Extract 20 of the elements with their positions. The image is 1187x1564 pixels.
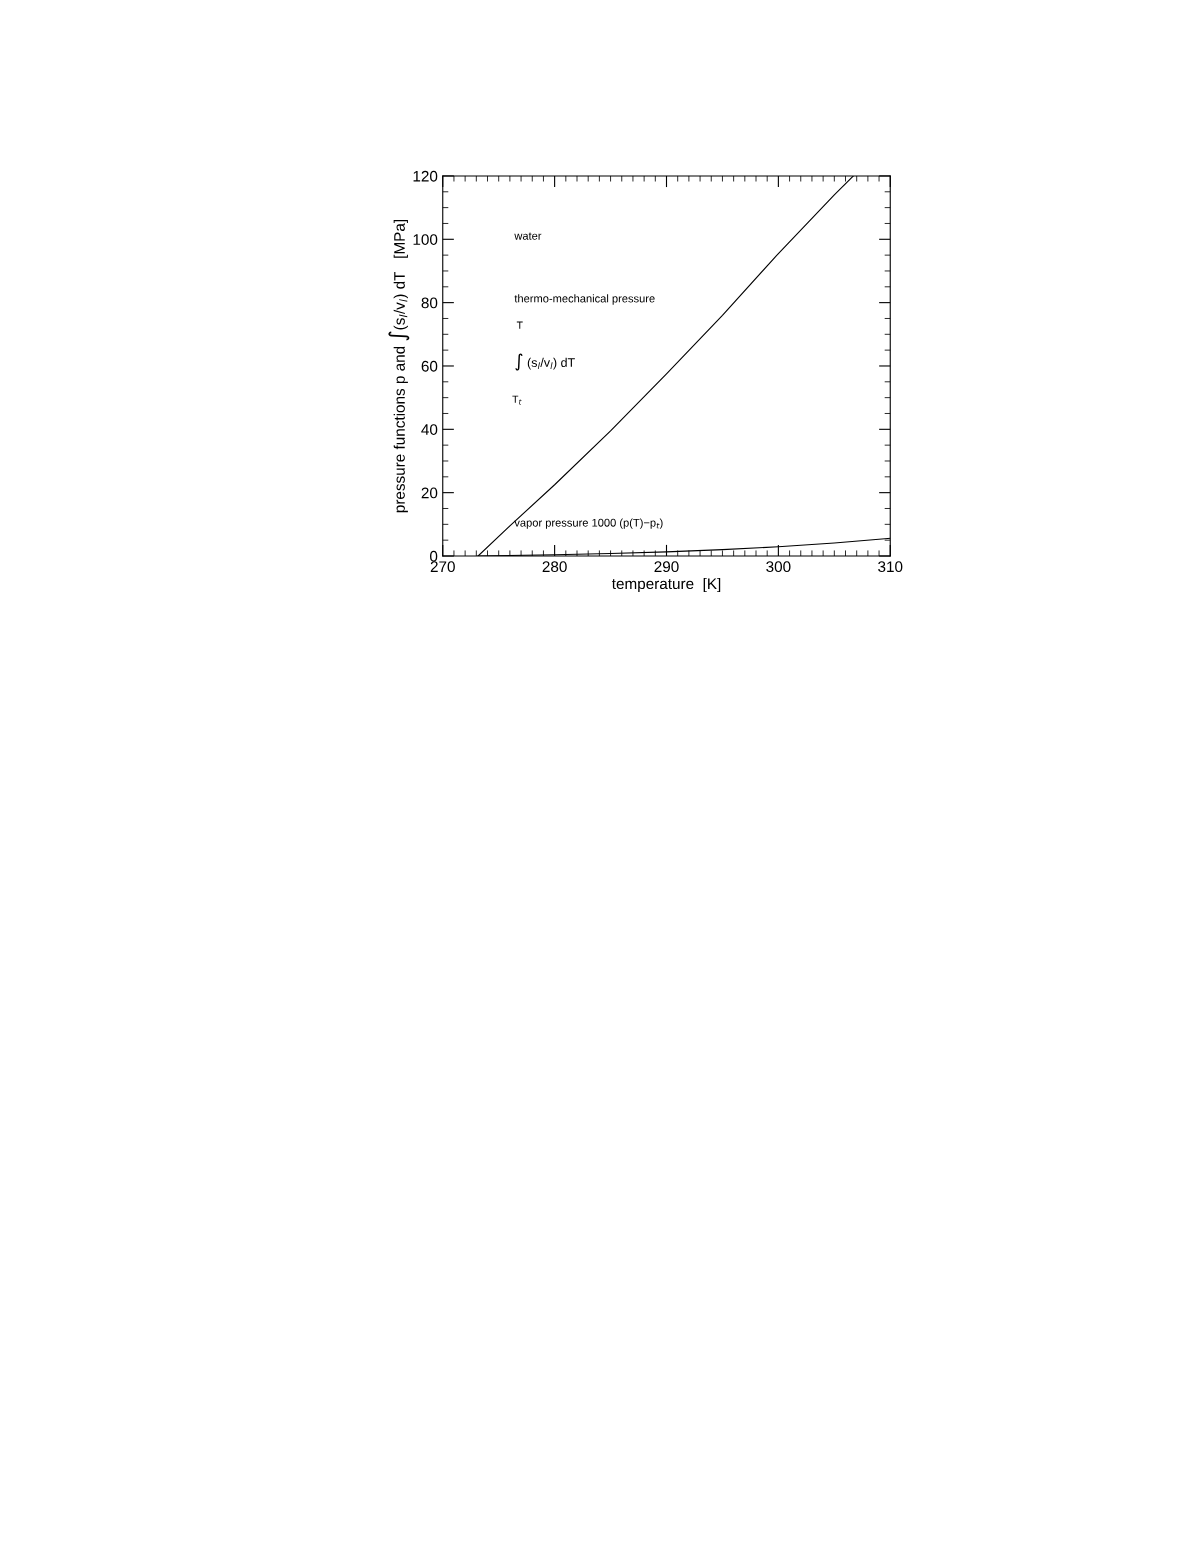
y-tick-label: 0	[429, 550, 438, 562]
annotation: T$_{t}$	[512, 395, 522, 405]
x-tick-label: 280	[542, 561, 567, 573]
x-tick-label: 290	[654, 561, 679, 573]
annotation: T	[516, 321, 523, 329]
annotation: thermo-mechanical pressure	[514, 294, 655, 305]
annotation: water	[514, 232, 542, 240]
annotation: vapor pressure 1000 (p(T)−p$_{t}$)	[514, 518, 663, 529]
y-tick-label: 80	[421, 297, 438, 309]
x-axis-title: temperature [K]	[611, 577, 721, 593]
x-tick-label: 270	[430, 561, 455, 573]
x-tick-label: 300	[766, 561, 791, 573]
y-tick-label: 100	[413, 234, 438, 245]
y-tick-label: 60	[421, 360, 438, 372]
x-tick-label: 310	[878, 561, 903, 573]
y-tick-label: 120	[413, 170, 438, 182]
y-tick-label: 20	[421, 487, 438, 499]
annotation: ∫ (s$_{l}$/v$_{l}$) dT	[515, 353, 575, 371]
y-axis-title: pressure functions p and ∫(s$_{l}$/v$_{l}$) dT [MPa]	[388, 219, 410, 513]
y-tick-label: 40	[421, 424, 438, 435]
